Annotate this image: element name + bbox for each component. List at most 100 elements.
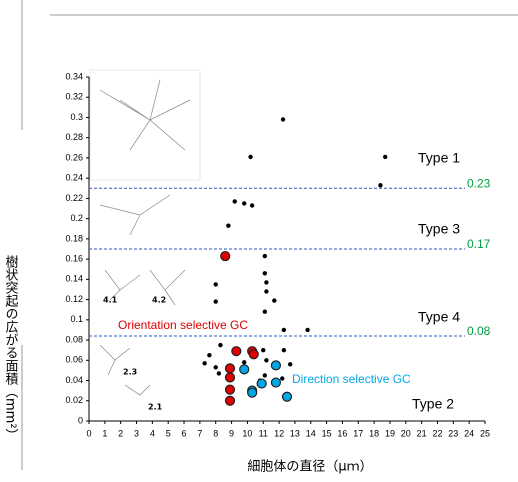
y-tick-label: 0.12	[65, 294, 83, 304]
x-tick-label: 6	[182, 428, 187, 438]
inset-label: 4.2	[152, 296, 166, 305]
y-axis-label: 樹状突起の広がる面積（mm²）	[3, 255, 19, 442]
data-point	[270, 360, 282, 371]
y-tick-label: 0.28	[65, 132, 83, 142]
y-tick-label: 0.3	[70, 112, 83, 122]
threshold-label: 0.17	[467, 237, 491, 251]
data-point	[232, 199, 237, 204]
data-point	[281, 327, 287, 333]
data-point	[287, 362, 293, 367]
y-tick-label: 0.04	[65, 375, 83, 385]
data-point	[280, 376, 285, 381]
data-point	[239, 364, 250, 375]
y-tick-label: 0.06	[65, 355, 83, 365]
y-tick-label: 0.2	[70, 213, 83, 223]
y-tick-label: 0.26	[65, 152, 83, 162]
y-tick-label: 0.1	[70, 314, 83, 324]
data-point	[213, 282, 218, 287]
x-tick-label: 2	[118, 428, 123, 438]
data-point	[242, 360, 247, 365]
data-point	[224, 384, 236, 395]
data-point	[264, 289, 269, 294]
data-point	[224, 372, 236, 383]
data-point	[226, 223, 231, 228]
y-tick-label: 0.02	[65, 395, 83, 405]
series-label: Orientation selective GC	[118, 318, 248, 332]
x-tick-label: 13	[290, 428, 300, 438]
x-tick-label: 22	[432, 428, 442, 438]
data-point	[224, 395, 236, 406]
data-point	[248, 154, 253, 160]
y-tick-label: 0.34	[65, 71, 83, 81]
x-tick-label: 1	[102, 428, 107, 438]
inset-label: 2.3	[123, 368, 137, 377]
inset-sketches	[89, 69, 201, 396]
x-tick-label: 16	[337, 428, 347, 438]
inset-label: 2.1	[148, 403, 163, 412]
data-point	[213, 365, 218, 370]
data-point	[262, 309, 268, 314]
data-point	[378, 183, 383, 188]
data-point	[270, 377, 282, 388]
data-point	[281, 347, 287, 353]
x-tick-label: 5	[166, 428, 171, 438]
data-point	[213, 299, 218, 304]
data-point	[216, 371, 222, 376]
y-tick-label: 0.08	[65, 334, 83, 344]
data-point	[383, 154, 388, 160]
data-point	[256, 378, 267, 389]
type-label: Type 4	[418, 309, 460, 325]
x-tick-label: 11	[259, 428, 268, 438]
x-tick-label: 15	[322, 428, 332, 438]
data-point	[305, 327, 310, 333]
x-tick-label: 17	[353, 428, 363, 438]
x-tick-label: 24	[464, 428, 474, 438]
y-tick-label: 0.22	[65, 193, 83, 203]
x-tick-label: 25	[480, 428, 490, 438]
x-axis-label: 細胞体の直径（μｍ）	[247, 460, 372, 475]
inset-label: 4.1	[103, 296, 118, 305]
y-tick-label: 0.16	[65, 253, 83, 263]
type-label: Type 2	[412, 396, 454, 412]
data-point	[264, 358, 269, 363]
x-tick-label: 3	[134, 428, 139, 438]
x-tick-label: 4	[150, 428, 155, 438]
series-label: Direction selective GC	[292, 372, 411, 386]
data-point	[202, 361, 207, 366]
y-tick-label: 0.18	[65, 233, 83, 243]
type-label: Type 1	[418, 150, 460, 166]
y-tick-label: 0.32	[65, 92, 83, 102]
data-point	[280, 117, 286, 122]
threshold-label: 0.23	[467, 176, 491, 190]
y-tick-label: 0	[78, 415, 83, 425]
data-point	[224, 363, 236, 374]
data-point	[262, 253, 268, 259]
data-point	[272, 298, 277, 303]
x-tick-label: 8	[213, 428, 218, 438]
x-tick-label: 10	[242, 428, 252, 438]
data-point	[264, 280, 269, 285]
x-tick-label: 20	[401, 428, 411, 438]
x-tick-label: 14	[306, 428, 316, 438]
data-point	[262, 373, 268, 378]
x-tick-label: 7	[197, 428, 202, 438]
x-tick-label: 23	[448, 428, 458, 438]
threshold-label: 0.08	[467, 324, 491, 338]
data-point	[231, 346, 242, 357]
data-point	[261, 347, 266, 353]
x-tick-label: 19	[385, 428, 395, 438]
x-tick-label: 0	[86, 428, 91, 438]
y-tick-label: 0.14	[65, 274, 83, 284]
data-point	[220, 250, 231, 262]
data-point	[218, 342, 223, 348]
x-tick-label: 18	[369, 428, 379, 438]
x-tick-label: 9	[229, 428, 234, 438]
x-tick-label: 12	[274, 428, 284, 438]
data-point	[247, 387, 258, 398]
data-point	[262, 271, 268, 276]
data-point	[207, 353, 212, 358]
data-point	[242, 201, 247, 206]
data-point	[249, 203, 255, 208]
data-point	[248, 349, 259, 360]
